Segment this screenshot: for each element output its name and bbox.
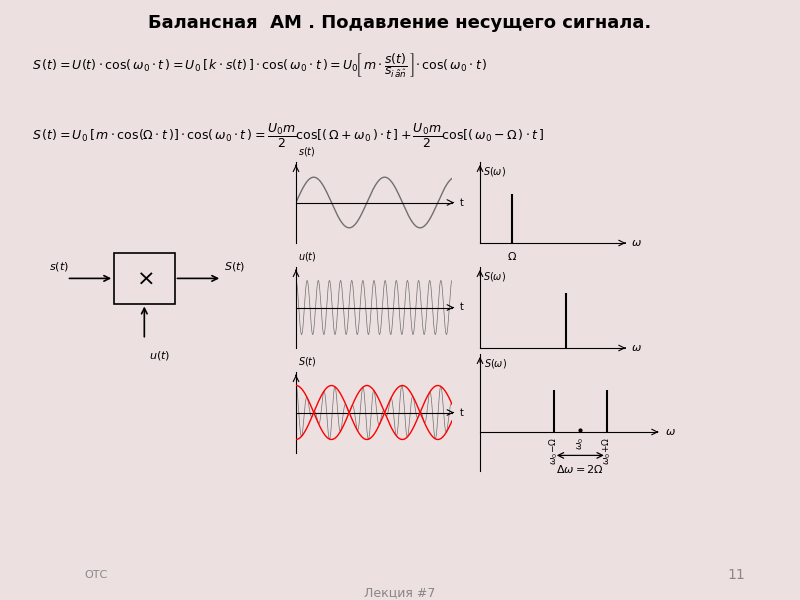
Text: $S(\omega)$: $S(\omega)$ — [483, 270, 506, 283]
Text: $\omega_0$: $\omega_0$ — [575, 436, 586, 449]
Text: $S(\omega)$: $S(\omega)$ — [483, 357, 506, 370]
Text: $\omega_0\!-\!\Omega$: $\omega_0\!-\!\Omega$ — [548, 436, 560, 465]
Text: t: t — [460, 302, 464, 313]
Text: $\omega$: $\omega$ — [631, 343, 642, 353]
Text: $S\,(t) = U(t)\cdot\cos(\,\omega_0\cdot t\,) = U_0\,[\,k\cdot s(t)\,]\cdot\cos(\: $S\,(t) = U(t)\cdot\cos(\,\omega_0\cdot … — [32, 52, 488, 80]
Text: $s(t)$: $s(t)$ — [298, 145, 315, 158]
Text: $\times$: $\times$ — [135, 268, 153, 289]
Text: ОТС: ОТС — [84, 570, 108, 580]
Text: $s(t)$: $s(t)$ — [50, 260, 70, 273]
Text: $u(t)$: $u(t)$ — [149, 349, 170, 362]
Text: t: t — [460, 407, 464, 418]
Text: $\Delta\omega = 2\Omega$: $\Delta\omega = 2\Omega$ — [557, 463, 604, 475]
Text: Балансная  АМ . Подавление несущего сигнала.: Балансная АМ . Подавление несущего сигна… — [148, 13, 652, 31]
Text: $S(t)$: $S(t)$ — [224, 260, 246, 273]
Text: $\Omega$: $\Omega$ — [506, 250, 517, 262]
Text: $S\,(t) = U_0\,[\,m\cdot\cos(\Omega\cdot t\,)]\cdot\cos(\,\omega_0\cdot t\,)=\df: $S\,(t) = U_0\,[\,m\cdot\cos(\Omega\cdot… — [32, 122, 544, 149]
Text: $\omega$: $\omega$ — [665, 427, 676, 437]
Bar — [114, 253, 174, 304]
Text: Лекция #7: Лекция #7 — [364, 586, 436, 599]
Text: $S(t)$: $S(t)$ — [298, 355, 316, 368]
Text: $\omega_0\!+\!\Omega$: $\omega_0\!+\!\Omega$ — [601, 436, 613, 465]
Text: $u(t)$: $u(t)$ — [298, 250, 316, 263]
Text: $\omega_0$: $\omega_0$ — [558, 355, 574, 367]
Text: t: t — [460, 197, 464, 208]
Text: $S(\omega)$: $S(\omega)$ — [483, 165, 506, 178]
Text: $\omega$: $\omega$ — [631, 238, 642, 248]
Text: 11: 11 — [727, 568, 745, 582]
